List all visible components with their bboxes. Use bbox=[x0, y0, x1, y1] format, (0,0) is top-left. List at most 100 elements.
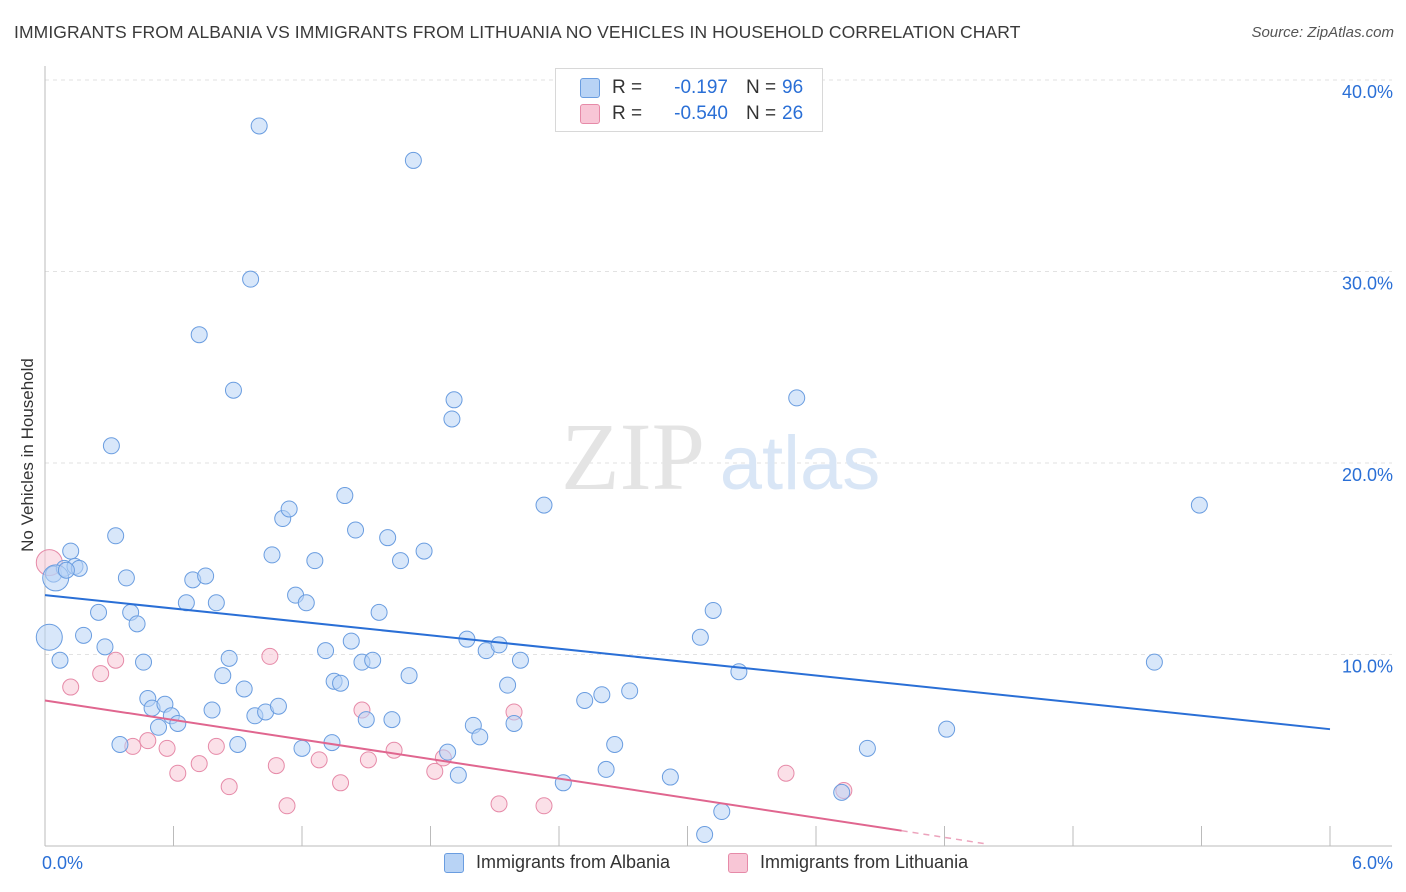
albania-point bbox=[96, 638, 114, 656]
lithuania-point bbox=[139, 732, 157, 750]
axes bbox=[44, 66, 1392, 847]
albania-point bbox=[621, 682, 639, 700]
lithuania-point bbox=[359, 751, 377, 769]
y-tick-label: 10.0% bbox=[1342, 657, 1393, 677]
albania-point bbox=[858, 739, 876, 757]
albania-point bbox=[505, 714, 523, 732]
albania-point bbox=[35, 623, 63, 651]
albania-point bbox=[102, 437, 120, 455]
albania-point bbox=[576, 691, 594, 709]
y-tick-labels: 10.0% 20.0% 30.0% 40.0% bbox=[1342, 82, 1393, 677]
albania-point bbox=[383, 711, 401, 729]
x-tick-label-max: 6.0% bbox=[1352, 853, 1393, 873]
lithuania-point bbox=[385, 741, 403, 759]
albania-point bbox=[404, 151, 422, 169]
watermark: ZIP atlas bbox=[561, 403, 880, 510]
y-tick-label: 40.0% bbox=[1342, 82, 1393, 102]
albania-point bbox=[342, 632, 360, 650]
albania-point bbox=[332, 674, 350, 692]
albania-swatch bbox=[580, 78, 600, 98]
albania-point bbox=[235, 680, 253, 698]
albania-point bbox=[224, 381, 242, 399]
albania-point bbox=[1145, 653, 1163, 671]
albania-legend-label: Immigrants from Albania bbox=[476, 852, 671, 872]
legend-row-albania: R = -0.197 N = 96 bbox=[580, 77, 803, 99]
albania-point bbox=[490, 636, 508, 654]
chart-title: IMMIGRANTS FROM ALBANIA VS IMMIGRANTS FR… bbox=[14, 22, 1021, 42]
lithuania-point bbox=[220, 778, 238, 796]
lithuania-swatch bbox=[580, 104, 600, 124]
albania-point bbox=[833, 783, 851, 801]
legend-item-albania[interactable]: Immigrants from Albania bbox=[444, 852, 670, 873]
lithuania-legend-label: Immigrants from Lithuania bbox=[760, 852, 969, 872]
albania-point bbox=[207, 594, 225, 612]
x-tick-labels: 0.0% 6.0% bbox=[42, 853, 1393, 873]
albania-point bbox=[704, 601, 722, 619]
legend-item-lithuania[interactable]: Immigrants from Lithuania bbox=[728, 852, 968, 873]
y-tick-label: 30.0% bbox=[1342, 274, 1393, 294]
lithuania-points bbox=[35, 549, 853, 815]
albania-point bbox=[449, 766, 467, 784]
lithuania-trend-line bbox=[44, 699, 902, 832]
albania-point bbox=[1190, 496, 1208, 514]
albania-point bbox=[75, 626, 93, 644]
albania-r-value: -0.197 bbox=[674, 77, 728, 98]
albania-point bbox=[51, 651, 69, 669]
watermark-zip: ZIP bbox=[561, 403, 705, 510]
albania-point bbox=[357, 711, 375, 729]
x-tick-label-min: 0.0% bbox=[42, 853, 83, 873]
lithuania-point bbox=[190, 755, 208, 773]
lithuania-point bbox=[158, 739, 176, 757]
albania-point bbox=[190, 326, 208, 344]
lithuania-r-value: -0.540 bbox=[674, 103, 728, 124]
albania-point bbox=[57, 561, 75, 579]
albania-point bbox=[203, 701, 221, 719]
lithuania-point bbox=[62, 678, 80, 696]
gridlines bbox=[45, 79, 1392, 655]
albania-point bbox=[364, 651, 382, 669]
albania-point bbox=[297, 594, 315, 612]
albania-point bbox=[606, 736, 624, 754]
lithuania-point bbox=[490, 795, 508, 813]
lithuania-point bbox=[278, 797, 296, 815]
albania-point bbox=[280, 500, 298, 518]
albania-point bbox=[90, 603, 108, 621]
albania-point bbox=[347, 521, 365, 539]
albania-legend-swatch bbox=[444, 852, 464, 873]
albania-point bbox=[439, 743, 457, 761]
albania-points bbox=[35, 117, 1208, 844]
lithuania-point bbox=[535, 797, 553, 815]
lithuania-point bbox=[267, 757, 285, 775]
albania-point bbox=[135, 653, 153, 671]
albania-trend-line bbox=[44, 594, 1331, 731]
y-tick-label: 20.0% bbox=[1342, 465, 1393, 485]
albania-n-value: 96 bbox=[782, 77, 804, 98]
lithuania-trend-extension bbox=[901, 829, 988, 845]
albania-point bbox=[597, 760, 615, 778]
albania-point bbox=[443, 410, 461, 428]
albania-point bbox=[379, 529, 397, 547]
lithuania-point bbox=[777, 764, 795, 782]
albania-point bbox=[938, 720, 956, 738]
albania-point bbox=[293, 739, 311, 757]
albania-point bbox=[661, 768, 679, 786]
albania-point bbox=[150, 718, 168, 736]
lithuania-legend-swatch bbox=[728, 852, 748, 873]
lithuania-point bbox=[107, 651, 125, 669]
albania-point bbox=[263, 546, 281, 564]
albania-point bbox=[554, 774, 572, 792]
albania-point bbox=[471, 728, 489, 746]
lithuania-point bbox=[169, 764, 187, 782]
albania-point bbox=[415, 542, 433, 560]
albania-point bbox=[370, 603, 388, 621]
lithuania-point bbox=[426, 762, 444, 780]
albania-point bbox=[691, 628, 709, 646]
legend-row-lithuania: R = -0.540 N = 26 bbox=[580, 103, 803, 125]
albania-point bbox=[214, 667, 232, 685]
albania-point bbox=[242, 270, 260, 288]
albania-point bbox=[392, 552, 410, 570]
albania-point bbox=[229, 736, 247, 754]
lithuania-point bbox=[207, 737, 225, 755]
albania-point bbox=[511, 651, 529, 669]
lithuania-n-value: 26 bbox=[782, 103, 804, 124]
